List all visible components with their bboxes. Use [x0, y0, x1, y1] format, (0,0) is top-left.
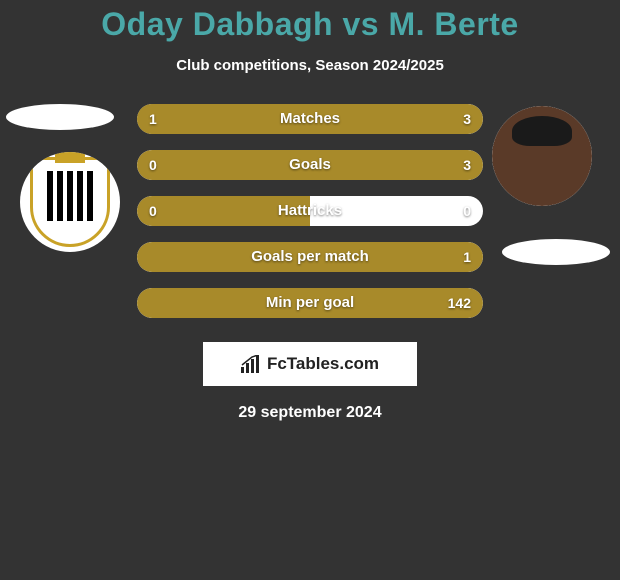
comparison-title: Oday Dabbagh vs M. Berte	[0, 0, 620, 43]
player-face-icon	[492, 106, 592, 206]
stat-bar: 0Goals3	[137, 150, 483, 180]
stat-label: Goals	[137, 150, 483, 180]
player-left-club-badge	[20, 152, 120, 252]
stat-right-value: 3	[463, 104, 471, 134]
stat-label: Matches	[137, 104, 483, 134]
stat-bar: Goals per match1	[137, 242, 483, 272]
stat-bar: 1Matches3	[137, 104, 483, 134]
comparison-content: 1Matches30Goals30Hattricks0Goals per mat…	[0, 104, 620, 422]
stat-right-value: 1	[463, 242, 471, 272]
stat-right-value: 0	[463, 196, 471, 226]
brand-box: FcTables.com	[203, 342, 417, 386]
brand-chart-icon	[241, 355, 263, 373]
player-right-avatar	[492, 106, 592, 206]
comparison-subtitle: Club competitions, Season 2024/2025	[0, 57, 620, 74]
stat-right-value: 142	[448, 288, 471, 318]
stat-label: Goals per match	[137, 242, 483, 272]
stat-label: Hattricks	[137, 196, 483, 226]
club-badge-icon	[30, 157, 110, 247]
stat-right-value: 3	[463, 150, 471, 180]
stat-bar: Min per goal142	[137, 288, 483, 318]
stat-label: Min per goal	[137, 288, 483, 318]
brand-text: FcTables.com	[267, 354, 379, 374]
stat-bars: 1Matches30Goals30Hattricks0Goals per mat…	[137, 104, 483, 318]
player-left-ellipse	[6, 104, 114, 130]
stat-bar: 0Hattricks0	[137, 196, 483, 226]
player-right-ellipse	[502, 239, 610, 265]
comparison-date: 29 september 2024	[0, 404, 620, 422]
